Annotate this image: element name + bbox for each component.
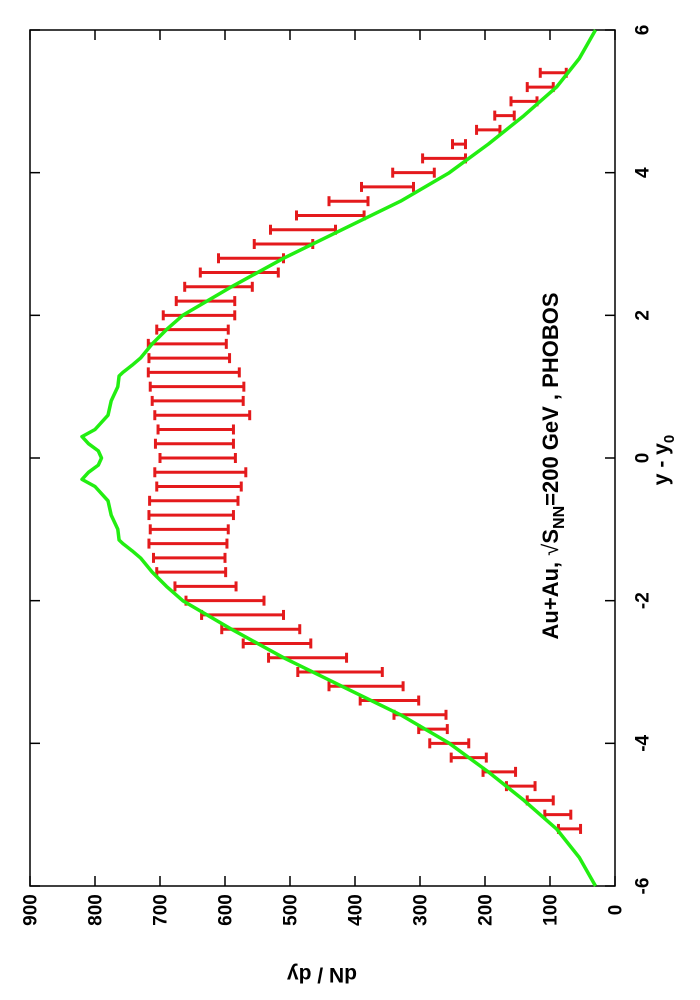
data-point-errorbar (391, 167, 436, 178)
y-tick-label: 500 (281, 894, 302, 926)
data-point-errorbar (152, 552, 227, 563)
data-point-errorbar (147, 538, 229, 549)
data-point-errorbar (360, 181, 415, 192)
data-point-errorbar (525, 795, 555, 806)
data-point-errorbar (158, 453, 237, 463)
x-axis-title-main: y - y (650, 443, 673, 485)
data-point-errorbar (538, 67, 568, 78)
data-point-errorbar (183, 281, 254, 292)
data-point-errorbar (148, 381, 246, 392)
data-point-errorbar (153, 410, 252, 421)
data-point-errorbar (153, 438, 235, 449)
annotation-subscript: NN (551, 506, 568, 529)
y-tick-label: 100 (541, 894, 562, 926)
data-point-errorbar (155, 567, 228, 578)
data-point-errorbar (147, 353, 232, 364)
data-point-errorbar (161, 310, 237, 321)
data-point-errorbar (421, 153, 467, 164)
data-point-errorbar (146, 338, 228, 349)
data-point-errorbar (146, 367, 241, 378)
x-tick-label: -4 (633, 734, 654, 751)
data-point-errorbar (543, 809, 573, 820)
data-point-errorbar (327, 196, 370, 207)
data-point-errorbar (493, 110, 516, 121)
data-point-errorbar (148, 524, 230, 535)
errorbar-series (146, 67, 583, 834)
annotation-prefix: Au+Au, (538, 556, 563, 640)
data-point-errorbar (173, 581, 238, 592)
axis-tick-labels: -6 -4 -2 0 2 4 6 0 100 200 300 400 500 600 700 800 900 (21, 25, 654, 926)
data-point-errorbar (147, 510, 235, 521)
x-tick-label: 4 (633, 167, 654, 178)
data-point-errorbar (509, 96, 539, 107)
y-tick-label: 600 (216, 894, 237, 926)
annotation-suffix: =200 GeV , PHOBOS (538, 293, 563, 506)
annotation-label: Au+Au, √SNN=200 GeV , PHOBOS (538, 293, 568, 640)
axis-ticks (29, 29, 616, 887)
data-point-errorbar (269, 224, 337, 235)
x-axis-title-subscript: 0 (661, 435, 678, 443)
data-point-errorbar (155, 481, 243, 492)
data-point-errorbar (451, 139, 467, 150)
data-point-errorbar (295, 210, 366, 221)
y-tick-label: 900 (21, 894, 42, 926)
model-curve (80, 29, 598, 887)
data-point-errorbar (156, 424, 235, 435)
data-point-errorbar (525, 82, 555, 93)
y-tick-label: 400 (346, 894, 367, 926)
annotation-sqrt: √ (538, 543, 563, 556)
data-point-errorbar (556, 823, 583, 834)
data-point-errorbar (475, 124, 502, 135)
x-tick-label: 0 (633, 453, 654, 464)
y-tick-label: 300 (411, 894, 432, 926)
x-axis-title: y - y0 (650, 435, 678, 485)
y-axis-title: dN / dy (287, 963, 357, 986)
data-point-errorbar (148, 495, 240, 506)
x-tick-label: -6 (633, 878, 654, 895)
x-tick-label: 6 (633, 25, 654, 36)
annotation-s: S (538, 529, 563, 544)
y-tick-label: 800 (86, 894, 107, 926)
y-tick-label: 700 (151, 894, 172, 926)
data-point-errorbar (153, 467, 248, 478)
x-tick-label: -2 (633, 592, 654, 609)
plot-frame (29, 29, 616, 887)
y-tick-label: 200 (476, 894, 497, 926)
y-tick-label: 0 (606, 905, 627, 916)
data-point-errorbar (184, 595, 266, 606)
data-point-errorbar (198, 267, 280, 278)
data-point-errorbar (150, 395, 245, 406)
x-tick-label: 2 (633, 310, 654, 321)
